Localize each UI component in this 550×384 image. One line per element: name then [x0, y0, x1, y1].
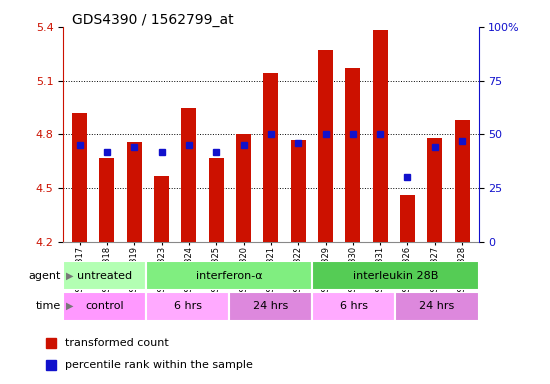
Bar: [63, 292, 146, 321]
Bar: [312, 261, 478, 290]
Text: interferon-α: interferon-α: [196, 270, 263, 281]
Text: 24 hrs: 24 hrs: [253, 301, 289, 311]
Bar: [318, 50, 333, 242]
Text: ▶: ▶: [66, 270, 74, 281]
Bar: [126, 142, 142, 242]
Text: percentile rank within the sample: percentile rank within the sample: [65, 360, 254, 370]
Bar: [395, 292, 478, 321]
Bar: [455, 120, 470, 242]
Bar: [146, 261, 312, 290]
Bar: [312, 292, 395, 321]
Text: GDS4390 / 1562799_at: GDS4390 / 1562799_at: [72, 13, 233, 27]
Bar: [400, 195, 415, 242]
Bar: [72, 113, 87, 242]
Bar: [146, 292, 229, 321]
Bar: [208, 158, 224, 242]
Text: untreated: untreated: [77, 270, 133, 281]
Bar: [263, 73, 278, 242]
Bar: [182, 108, 196, 242]
Bar: [63, 261, 146, 290]
Text: interleukin 28B: interleukin 28B: [353, 270, 438, 281]
Text: agent: agent: [28, 270, 60, 281]
Text: ▶: ▶: [66, 301, 74, 311]
Bar: [229, 292, 312, 321]
Text: 6 hrs: 6 hrs: [174, 301, 202, 311]
Bar: [154, 175, 169, 242]
Bar: [291, 140, 306, 242]
Bar: [236, 134, 251, 242]
Bar: [345, 68, 360, 242]
Bar: [100, 158, 114, 242]
Bar: [373, 30, 388, 242]
Text: control: control: [85, 301, 124, 311]
Text: time: time: [35, 301, 60, 311]
Text: 6 hrs: 6 hrs: [340, 301, 368, 311]
Text: 24 hrs: 24 hrs: [419, 301, 455, 311]
Text: transformed count: transformed count: [65, 338, 169, 348]
Bar: [427, 138, 442, 242]
